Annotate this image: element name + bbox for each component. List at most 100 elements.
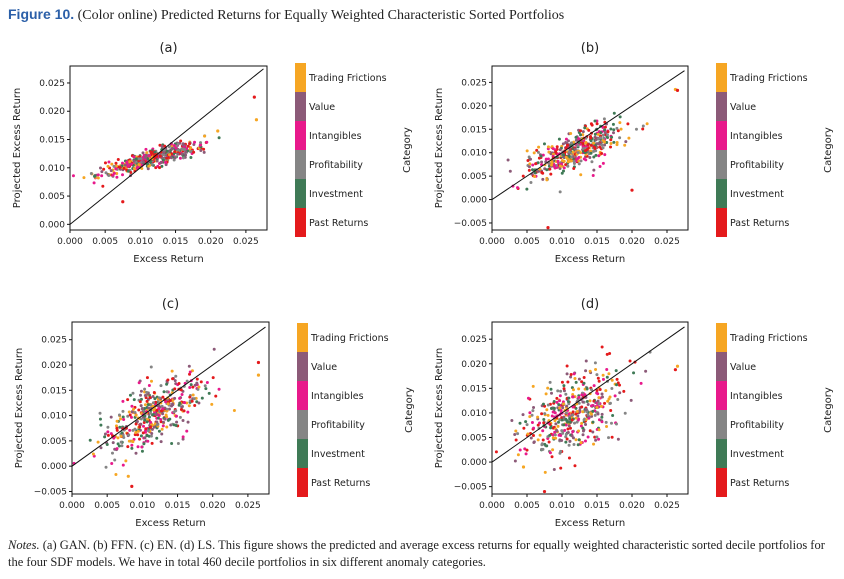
scatter-point [191, 393, 195, 397]
scatter-point [542, 142, 546, 146]
scatter-point [601, 161, 605, 165]
scatter-point [562, 402, 566, 406]
scatter-point [136, 433, 140, 437]
scatter-point [96, 173, 100, 177]
scatter-point [192, 143, 196, 146]
scatter-point [165, 425, 169, 429]
scatter-point [562, 423, 566, 427]
scatter-point [591, 430, 595, 434]
scatter-point [186, 410, 190, 414]
legend-label: Past Returns [730, 218, 789, 229]
scatter-point [177, 149, 181, 153]
y-tick-label: 0.015 [461, 125, 487, 135]
scatter-point [140, 449, 144, 453]
scatter-point [572, 372, 576, 376]
scatter-point [122, 436, 126, 440]
scatter-point [609, 421, 613, 425]
scatter-point [516, 186, 520, 190]
scatter-point [571, 395, 575, 399]
scatter-point [540, 170, 544, 174]
scatter-point [593, 413, 597, 417]
scatter-point [110, 451, 114, 455]
scatter-point [575, 420, 579, 424]
scatter-point [595, 435, 599, 439]
scatter-point [123, 163, 127, 167]
scatter-point [560, 158, 564, 162]
scatter-point [128, 413, 132, 417]
x-tick-label: 0.020 [200, 501, 226, 511]
scatter-point [157, 429, 161, 433]
scatter-point [584, 408, 588, 412]
x-tick-label: 0.020 [198, 237, 224, 247]
scatter-point [103, 435, 107, 439]
scatter-point [574, 380, 578, 384]
figure-label: Figure 10. [8, 6, 75, 22]
scatter-point [522, 426, 526, 430]
legend-swatch [295, 150, 306, 179]
scatter-point [590, 414, 594, 418]
scatter-point [112, 171, 116, 175]
scatter-point [628, 359, 632, 363]
scatter-point [600, 345, 604, 349]
scatter-point [595, 389, 599, 392]
scatter-point [152, 425, 156, 429]
scatter-point [615, 126, 619, 130]
scatter-point [551, 433, 555, 437]
legend-title: Category [402, 127, 413, 173]
scatter-point [552, 406, 556, 410]
scatter-point [550, 391, 553, 395]
scatter-point [144, 427, 148, 431]
scatter-point [618, 391, 622, 395]
scatter-point [155, 408, 159, 412]
scatter-point [597, 428, 601, 432]
scatter-point [170, 147, 174, 151]
scatter-point [145, 399, 149, 403]
scatter-point [529, 436, 533, 440]
scatter-point [592, 168, 596, 172]
scatter-point [574, 135, 578, 139]
scatter-point [115, 428, 119, 432]
scatter-point [176, 142, 180, 146]
scatter-point [608, 351, 612, 355]
legend-label: Investment [309, 189, 363, 200]
scatter-point [516, 453, 520, 457]
scatter-point [115, 447, 119, 451]
scatter-point [134, 422, 138, 426]
scatter-point [580, 380, 584, 384]
legend-swatch [716, 63, 727, 92]
scatter-point [101, 184, 105, 188]
scatter-point [536, 438, 540, 442]
scatter-point [121, 173, 125, 177]
scatter-point [130, 404, 134, 408]
scatter-point [548, 433, 552, 437]
scatter-point [558, 399, 562, 403]
scatter-point [122, 418, 126, 422]
scatter-point [139, 417, 143, 421]
legend-swatch [297, 410, 308, 439]
legend-swatch [295, 92, 306, 121]
scatter-point [603, 128, 607, 132]
scatter-point [596, 376, 600, 380]
scatter-point [582, 376, 586, 380]
scatter-point [619, 127, 623, 131]
scatter-point [576, 414, 580, 418]
scatter-point [588, 399, 592, 403]
chart-panel-d: (d) 0.000 0.005 0.010 0.015 0.020 0.025 −0.005 0… [434, 297, 834, 529]
scatter-point [565, 418, 569, 422]
scatter-point [190, 369, 194, 373]
scatter-point [593, 361, 597, 365]
y-tick-label: 0.025 [461, 78, 487, 88]
scatter-point [534, 162, 538, 166]
scatter-point [556, 159, 560, 163]
scatter-point [579, 133, 583, 137]
scatter-point [579, 424, 583, 428]
scatter-point [601, 125, 605, 129]
scatter-point [553, 433, 557, 437]
scatter-point [564, 440, 568, 444]
scatter-point [513, 459, 517, 463]
scatter-point [623, 143, 627, 147]
scatter-point [546, 403, 550, 407]
scatter-point [176, 441, 180, 445]
scatter-point [114, 161, 118, 165]
scatter-point [581, 130, 585, 134]
